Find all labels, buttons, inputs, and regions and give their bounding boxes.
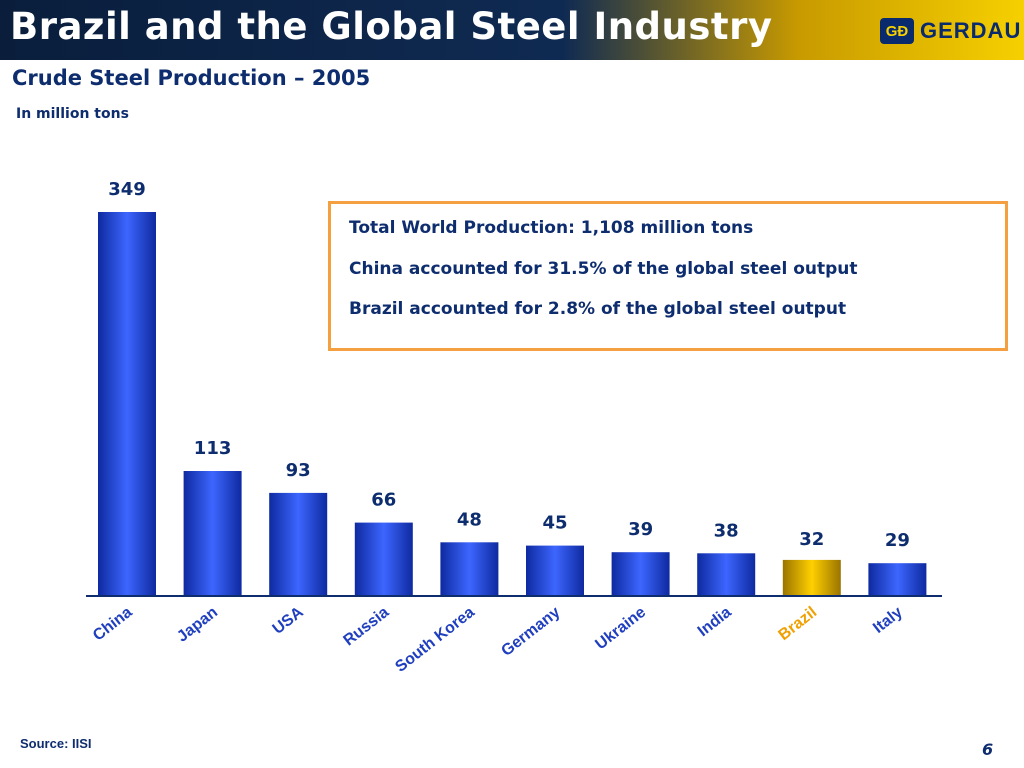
value-label-usa: 93 — [286, 460, 311, 481]
source-note: Source: IISI — [20, 736, 92, 751]
page-number: 6 — [982, 740, 994, 759]
value-label-ukraine: 39 — [628, 519, 653, 540]
category-label-ukraine: Ukraine — [592, 604, 649, 654]
bar-germany — [526, 545, 584, 595]
gerdau-logo-icon: GÐ — [880, 18, 914, 44]
summary-box: Total World Production: 1,108 million to… — [328, 201, 1008, 351]
slide-title: Brazil and the Global Steel Industry — [10, 5, 773, 48]
bar-south-korea — [440, 542, 499, 595]
category-label-brazil: Brazil — [775, 604, 820, 644]
china-share-text: China accounted for 31.5% of the global … — [349, 259, 858, 279]
bar-russia — [354, 522, 413, 595]
bar-ukraine — [611, 552, 670, 595]
title-bar: Brazil and the Global Steel Industry GÐ … — [0, 0, 1024, 60]
bar-india — [697, 553, 756, 595]
chart-subtitle: Crude Steel Production – 2005 — [12, 66, 371, 90]
bar-brazil — [782, 559, 841, 595]
value-label-russia: 66 — [371, 490, 396, 511]
value-label-brazil: 32 — [799, 529, 824, 550]
total-production-text: Total World Production: 1,108 million to… — [349, 218, 754, 238]
gerdau-logo-text: GERDAU — [920, 18, 1022, 43]
category-label-germany: Germany — [498, 604, 563, 660]
category-label-italy: Italy — [870, 604, 906, 637]
category-label-usa: USA — [270, 603, 307, 637]
category-label-russia: Russia — [340, 604, 392, 650]
value-label-india: 38 — [714, 520, 739, 541]
units-label: In million tons — [16, 106, 129, 122]
bar-usa — [269, 492, 328, 595]
value-label-china: 349 — [108, 179, 146, 200]
category-label-china: China — [90, 604, 136, 645]
value-label-italy: 29 — [885, 530, 910, 551]
value-label-japan: 113 — [194, 438, 232, 459]
category-label-india: India — [695, 604, 735, 640]
bar-italy — [868, 563, 927, 595]
bars-layer — [98, 212, 927, 595]
brazil-share-text: Brazil accounted for 2.8% of the global … — [349, 299, 847, 319]
bar-china — [98, 212, 156, 595]
value-label-germany: 45 — [542, 513, 567, 534]
category-label-japan: Japan — [174, 604, 221, 646]
category-label-south-korea: South Korea — [392, 604, 477, 676]
value-label-south-korea: 48 — [457, 509, 482, 530]
gerdau-logo: GÐ GERDAU — [880, 14, 1021, 48]
bar-japan — [183, 471, 242, 595]
